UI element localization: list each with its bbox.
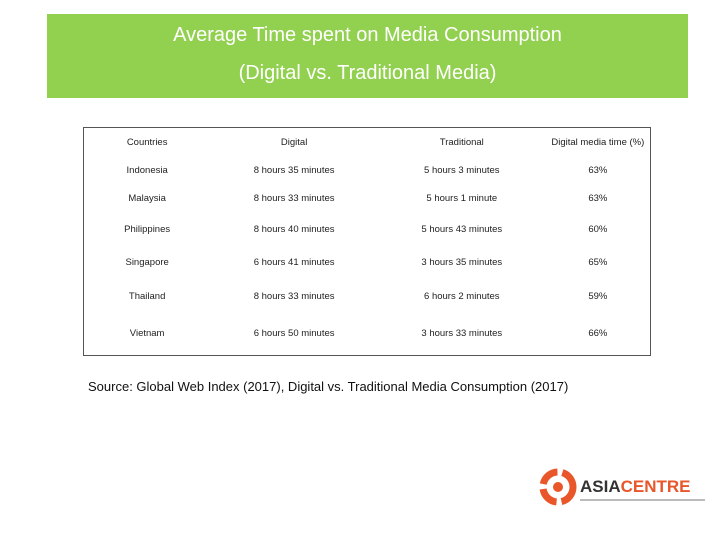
logo-text: ASIACENTRE [580, 477, 691, 496]
table-row: Singapore 6 hours 41 minutes 3 hours 35 mi… [84, 246, 651, 280]
table-row: Malaysia 8 hours 33 minutes 5 hours 1 minu… [84, 183, 651, 214]
table-cell: 5 hours 1 minute [426, 192, 498, 204]
header-cell: Countries [126, 137, 168, 149]
table-cell: 63% [588, 164, 608, 176]
data-table: Countries Digital Traditional Digital media… [83, 127, 651, 356]
table-cell: 59% [588, 290, 608, 302]
table-cell: 6 hours 41 minutes [253, 257, 335, 268]
table-cell: Malaysia [128, 192, 166, 204]
table-cell: 65% [588, 257, 608, 268]
table-row: Indonesia 8 hours 35 minutes 5 hours 3 min… [84, 158, 651, 183]
header-banner: Average Time spent on Media Consumption … [47, 14, 688, 98]
source-note: Source: Global Web Index (2017), Digital… [88, 379, 569, 394]
header-row: Countries Digital Traditional Digital media… [84, 128, 651, 158]
table-cell: 3 hours 33 minutes [421, 328, 503, 340]
table-cell: 8 hours 33 minutes [253, 192, 335, 204]
logo: ASIACENTRE [539, 468, 705, 506]
table-cell: Vietnam [129, 328, 165, 340]
table-row: Vietnam 6 hours 50 minutes 3 hours 33 minu… [84, 313, 651, 356]
table-cell: Singapore [125, 257, 169, 268]
logo-part: ASIA [580, 477, 621, 496]
table-cell: 5 hours 3 minutes [424, 164, 500, 176]
table-cell: 63% [588, 192, 608, 204]
header-cell: Digital [280, 137, 308, 149]
table-row: Thailand 8 hours 33 minutes 6 hours 2 minu… [84, 280, 651, 313]
title-line: Average Time spent on Media Consumption [173, 24, 562, 46]
title-line: (Digital vs. Traditional Media) [238, 62, 497, 84]
table-cell: Thailand [128, 290, 166, 302]
table-cell: 6 hours 50 minutes [253, 328, 335, 340]
table-cell: 8 hours 33 minutes [253, 290, 335, 302]
table-cell: 6 hours 2 minutes [424, 290, 500, 302]
table-cell: 8 hours 40 minutes [253, 224, 335, 235]
logo-part: CENTRE [621, 477, 691, 496]
header-cell: Digital media time (%) [551, 137, 645, 149]
header-cell: Traditional [439, 137, 484, 149]
logo-tagline [580, 499, 705, 501]
table-cell: 8 hours 35 minutes [253, 164, 335, 176]
table-cell: 60% [588, 224, 608, 235]
table-cell: Philippines [124, 224, 171, 235]
table-row: Philippines 8 hours 40 minutes 5 hours 43 … [84, 214, 651, 246]
table-cell: 5 hours 43 minutes [421, 224, 503, 235]
table-cell: 3 hours 35 minutes [421, 257, 503, 268]
logo-icon [539, 468, 577, 506]
table-cell: 66% [588, 328, 608, 340]
table-cell: Indonesia [126, 164, 168, 176]
